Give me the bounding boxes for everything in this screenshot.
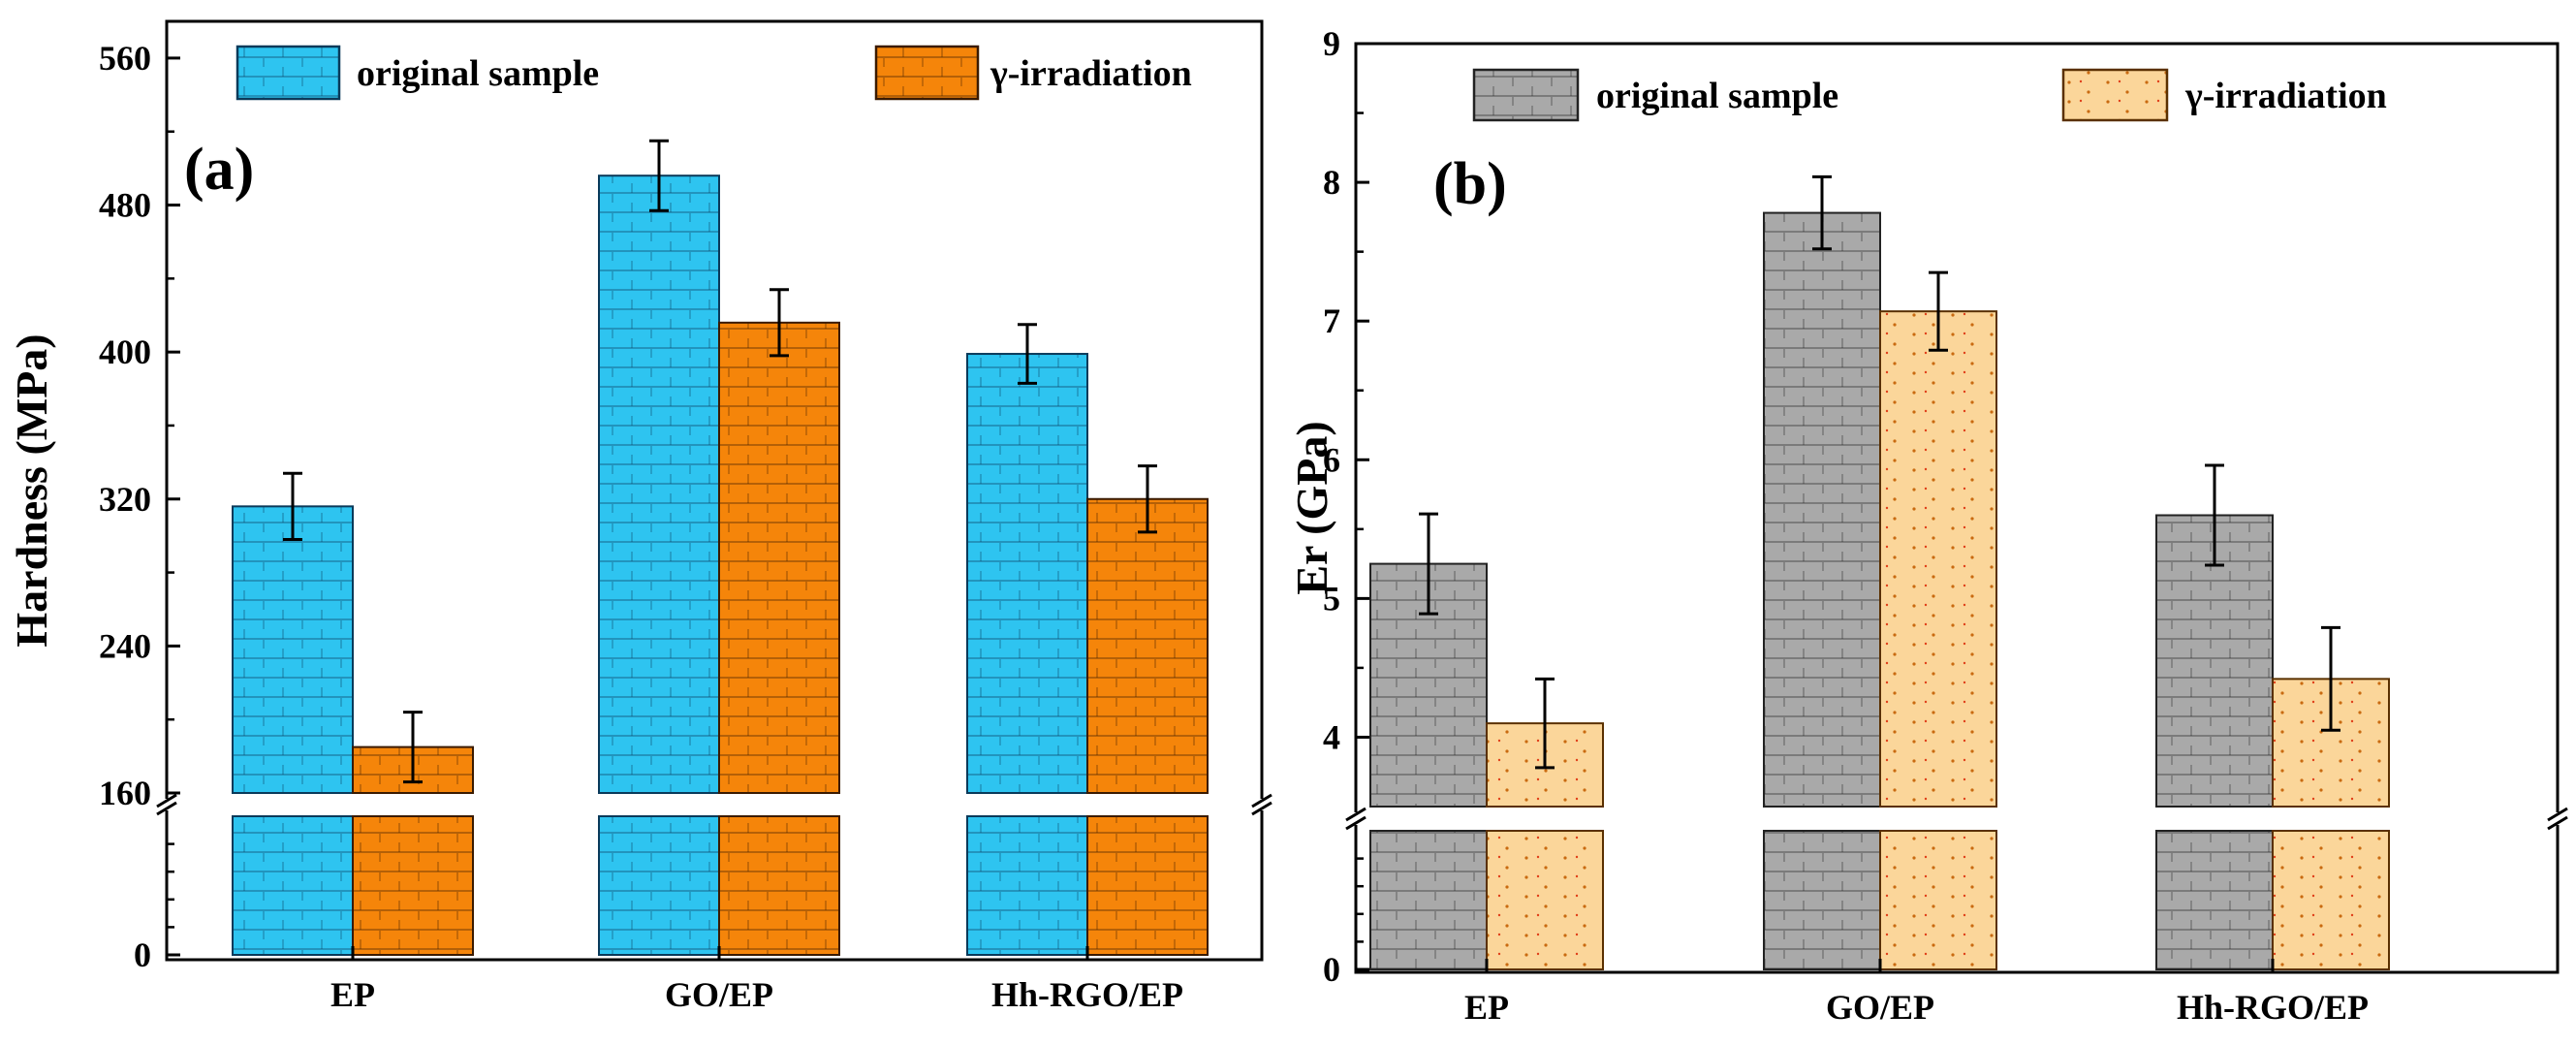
bar-original-hh-rgo-ep xyxy=(966,353,1088,794)
legend-label: original sample xyxy=(1596,76,1838,116)
bar-lower-irradiated-hh-rgo-ep xyxy=(2272,830,2390,970)
legend-label: γ-irradiation xyxy=(2184,76,2387,116)
bar-irradiated-go-ep xyxy=(718,321,840,794)
y-tick-label: 560 xyxy=(99,39,151,78)
y-axis-label: Er (GPa) xyxy=(1288,421,1336,594)
panel-label: (b) xyxy=(1433,151,1507,217)
bar-lower-original-go-ep xyxy=(1763,830,1881,970)
y-tick-label: 400 xyxy=(99,333,151,371)
bar-lower-original-hh-rgo-ep xyxy=(966,815,1088,956)
bar-lower-irradiated-ep xyxy=(352,815,474,956)
error-bar xyxy=(1812,174,1832,251)
y-tick-label: 7 xyxy=(1323,301,1340,340)
error-bar xyxy=(770,288,789,358)
error-bar xyxy=(403,711,423,784)
bar-irradiated-hh-rgo-ep xyxy=(1086,497,1209,794)
y-tick-label: 320 xyxy=(99,480,151,519)
axis-break-mark xyxy=(1345,807,1367,822)
y-tick-label: 8 xyxy=(1323,163,1340,202)
bar-original-ep xyxy=(232,505,354,794)
y-tick-label: 160 xyxy=(99,774,151,812)
bar-lower-irradiated-go-ep xyxy=(1879,830,1997,970)
hardness-chart: 160 240 320 400 480 560 0 EP GO/EP Hh-RGO/EP Hardn… xyxy=(7,19,1272,1014)
error-bar xyxy=(649,139,669,212)
bar-original-go-ep xyxy=(1763,211,1881,808)
error-bar xyxy=(2321,625,2340,732)
legend-swatch xyxy=(236,45,341,101)
error-bar xyxy=(1929,270,1948,352)
error-bar xyxy=(1535,677,1555,770)
error-bar xyxy=(1419,512,1438,616)
x-tick-label: EP xyxy=(330,975,375,1014)
axis-break-mark xyxy=(1251,801,1272,816)
axis-break-mark xyxy=(156,793,177,808)
legend-swatch xyxy=(874,45,980,101)
bar-lower-original-hh-rgo-ep xyxy=(2155,830,2274,970)
y-axis-label: Hardness (MPa) xyxy=(7,333,56,647)
legend-swatch xyxy=(2061,68,2169,122)
panel-b: 4 5 6 7 8 9 0 EP GO/EP Hh-RGO/EP Er (GPa) (b) origin… xyxy=(1287,0,2576,1041)
axis-break-mark xyxy=(2547,807,2568,822)
legend-label: original sample xyxy=(357,53,599,94)
bar-lower-original-ep xyxy=(232,815,354,956)
y-tick-label: 4 xyxy=(1323,717,1340,756)
axis-break-gap xyxy=(1352,812,2561,825)
x-tick-label: Hh-RGO/EP xyxy=(991,975,1183,1014)
modulus-chart: 4 5 6 7 8 9 0 EP GO/EP Hh-RGO/EP Er (GPa) (b) origin… xyxy=(1287,24,2568,1027)
y-tick-label: 240 xyxy=(99,626,151,665)
y-tick-label: 6 xyxy=(1323,440,1340,479)
panel-label: (a) xyxy=(184,137,254,203)
bar-lower-irradiated-hh-rgo-ep xyxy=(1086,815,1209,956)
bar-original-go-ep xyxy=(598,174,720,794)
error-bar xyxy=(283,471,302,541)
bar-lower-irradiated-go-ep xyxy=(718,815,840,956)
x-tick-label: GO/EP xyxy=(665,975,773,1014)
bar-lower-irradiated-ep xyxy=(1486,830,1604,970)
axis-break-mark xyxy=(156,801,177,816)
y-tick-label: 0 xyxy=(134,935,151,974)
plot-frame xyxy=(1354,42,2560,974)
y-tick-label: 9 xyxy=(1323,24,1340,63)
error-bar xyxy=(2205,463,2224,567)
bar-lower-original-ep xyxy=(1369,830,1488,970)
plot-frame xyxy=(165,19,1264,962)
x-tick-label: EP xyxy=(1464,988,1509,1027)
legend-swatch xyxy=(1472,68,1580,122)
panel-a: 160 240 320 400 480 560 0 EP GO/EP Hh-RGO/EP Hardn… xyxy=(0,0,1288,1041)
x-tick-label: Hh-RGO/EP xyxy=(2177,988,2369,1027)
bar-lower-original-go-ep xyxy=(598,815,720,956)
y-tick-label: 480 xyxy=(99,186,151,225)
axis-break-gap xyxy=(163,799,1266,810)
axis-break-mark xyxy=(1345,815,1367,831)
x-tick-label: GO/EP xyxy=(1826,988,1934,1027)
y-tick-label: 5 xyxy=(1323,579,1340,618)
axis-break-mark xyxy=(2547,815,2568,831)
error-bar xyxy=(1138,464,1157,534)
bar-irradiated-go-ep xyxy=(1879,310,1997,808)
error-bar xyxy=(1018,323,1037,385)
axis-break-mark xyxy=(1251,793,1272,808)
legend-label: γ-irradiation xyxy=(990,53,1192,94)
y-tick-label: 0 xyxy=(1323,950,1340,989)
